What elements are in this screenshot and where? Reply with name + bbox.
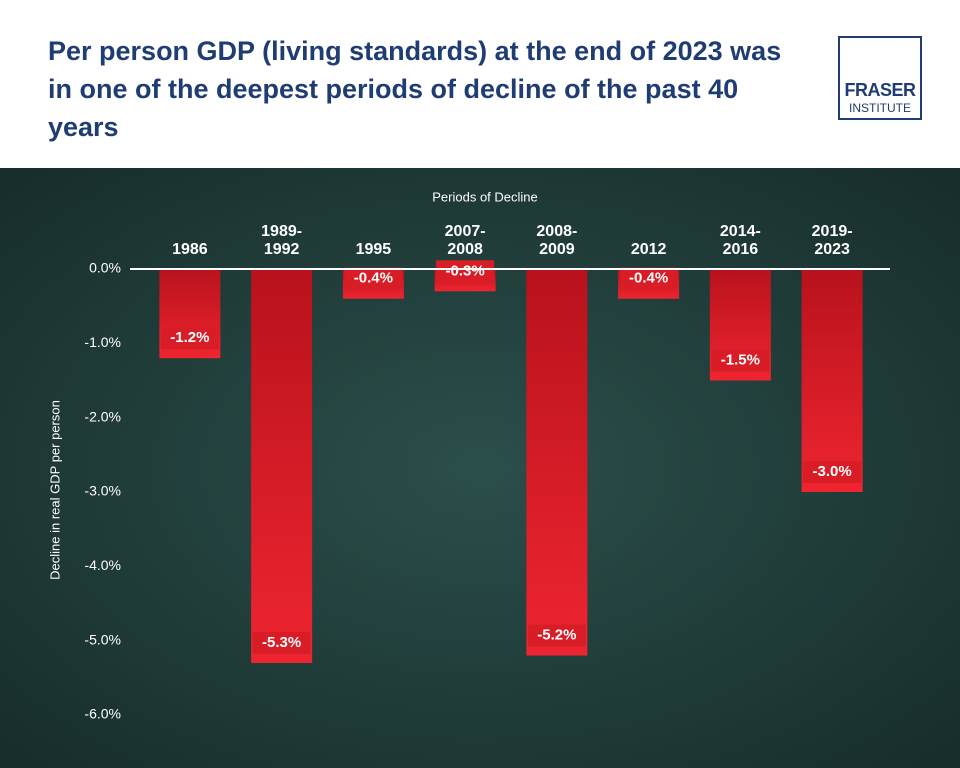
y-tick-label: -5.0% — [84, 631, 121, 647]
value-label: -0.3% — [446, 262, 485, 279]
x-tick-label: 2007-2008 — [435, 219, 495, 259]
logo: FRASER INSTITUTE — [838, 36, 922, 120]
value-label-box — [344, 267, 403, 290]
y-tick-label: -1.0% — [84, 334, 121, 350]
x-tick-label: 1995 — [343, 219, 403, 259]
value-label-box — [436, 260, 495, 283]
x-tick-label: 2012 — [619, 219, 679, 259]
y-axis-title: Decline in real GDP per person — [47, 400, 62, 580]
x-tick-label: 1986 — [160, 219, 220, 259]
value-label: -1.5% — [721, 351, 760, 368]
x-tick-text: 1995 — [355, 241, 392, 258]
bar — [801, 269, 863, 492]
x-tick-text: 1989-1992 — [261, 223, 303, 258]
value-label-box — [252, 631, 311, 654]
value-label: -0.4% — [629, 270, 668, 287]
value-label: -5.2% — [537, 627, 576, 644]
value-label: -0.4% — [354, 270, 393, 287]
value-label-box — [619, 267, 678, 290]
x-axis-title: Periods of Decline — [432, 189, 538, 204]
y-tick-label: -2.0% — [84, 408, 121, 424]
bar — [526, 269, 588, 656]
value-label: -3.0% — [813, 463, 852, 480]
title: Per person GDP (living standards) at the… — [48, 36, 782, 142]
x-tick-text: 2012 — [630, 241, 667, 258]
value-label-box — [803, 461, 862, 483]
bar — [251, 269, 313, 663]
logo-text: INSTITUTE — [849, 101, 911, 115]
x-tick-label: 1989-1992 — [252, 219, 312, 259]
value-label-box — [160, 327, 219, 350]
x-tick-label: 2008-2009 — [527, 219, 587, 259]
x-tick-text: 2008-2009 — [536, 223, 578, 258]
logo-text: FRASER — [844, 80, 916, 100]
x-tick-label: 2014-2016 — [710, 219, 770, 259]
value-label: -5.3% — [262, 634, 301, 651]
x-tick-text: 2019-2023 — [811, 223, 853, 258]
y-tick-label: 0.0% — [89, 260, 121, 276]
x-tick-text: 2007-2008 — [444, 223, 486, 258]
x-tick-label: 2019-2023 — [802, 219, 862, 259]
value-label-box — [527, 624, 586, 647]
y-tick-label: -4.0% — [84, 557, 121, 573]
value-label-box — [711, 349, 770, 372]
x-tick-text: 2014-2016 — [719, 223, 761, 258]
y-tick-label: -3.0% — [84, 483, 121, 499]
value-label: -1.2% — [170, 329, 209, 346]
y-tick-label: -6.0% — [84, 706, 121, 722]
x-tick-text: 1986 — [172, 241, 208, 258]
header: Per person GDP (living standards) at the… — [0, 0, 960, 168]
